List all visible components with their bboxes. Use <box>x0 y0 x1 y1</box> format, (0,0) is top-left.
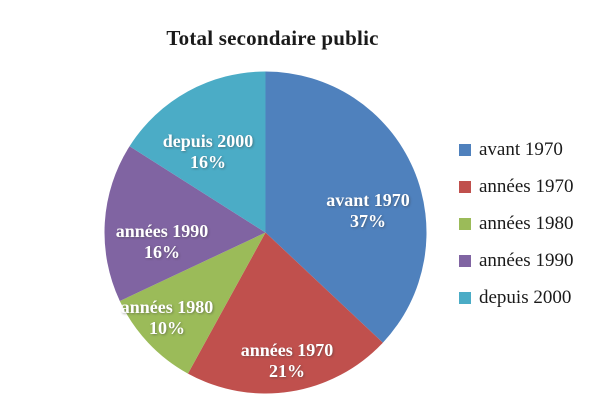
legend-item-label: années 1970 <box>479 176 574 197</box>
pie-slice-1 <box>187 232 383 394</box>
chart-title: Total secondaire public <box>166 26 379 50</box>
pie-data-label-category: depuis 2000 <box>162 131 254 151</box>
pie-data-label-value: 37% <box>349 211 386 231</box>
pie-data-label-value: 16% <box>143 242 180 262</box>
pie-slice-0 <box>265 71 427 343</box>
legend-item-label: avant 1970 <box>479 139 563 160</box>
pie-data-label-category: années 1970 <box>240 340 334 360</box>
pie-slice-3 <box>104 146 266 302</box>
legend-item-label: années 1980 <box>479 213 574 234</box>
legend-item-annees-1990: années 1990 <box>459 249 573 273</box>
legend: avant 1970 années 1970 années 1980 année… <box>459 138 573 310</box>
pie-data-label-depuis-2000: depuis 2000 16% <box>163 131 254 173</box>
legend-item-label: depuis 2000 <box>479 287 572 308</box>
legend-item-annees-1980: années 1980 <box>459 212 573 236</box>
legend-swatch-icon <box>459 181 471 193</box>
pie-data-label-annees-1980: années 1980 10% <box>121 297 214 339</box>
legend-item-depuis-2000: depuis 2000 <box>459 286 573 310</box>
legend-item-annees-1970: années 1970 <box>459 175 573 199</box>
legend-item-avant-1970: avant 1970 <box>459 138 573 162</box>
pie-data-label-value: 10% <box>148 318 185 338</box>
pie-data-label-avant-1970: avant 1970 37% <box>326 190 410 232</box>
pie-data-label-category: avant 1970 <box>326 190 410 210</box>
pie-data-label-category: années 1990 <box>115 221 209 241</box>
legend-swatch-icon <box>459 144 471 156</box>
pie-slice-4 <box>129 71 266 233</box>
pie-data-label-value: 21% <box>268 361 305 381</box>
pie-data-label-category: années 1980 <box>120 297 214 317</box>
pie-data-label-annees-1990: années 1990 16% <box>116 221 209 263</box>
legend-swatch-icon <box>459 292 471 304</box>
legend-swatch-icon <box>459 255 471 267</box>
legend-item-label: années 1990 <box>479 250 574 271</box>
pie-data-label-value: 16% <box>190 152 226 172</box>
pie-slice-2 <box>119 232 266 374</box>
pie-data-label-annees-1970: années 1970 21% <box>241 340 334 382</box>
legend-swatch-icon <box>459 218 471 230</box>
